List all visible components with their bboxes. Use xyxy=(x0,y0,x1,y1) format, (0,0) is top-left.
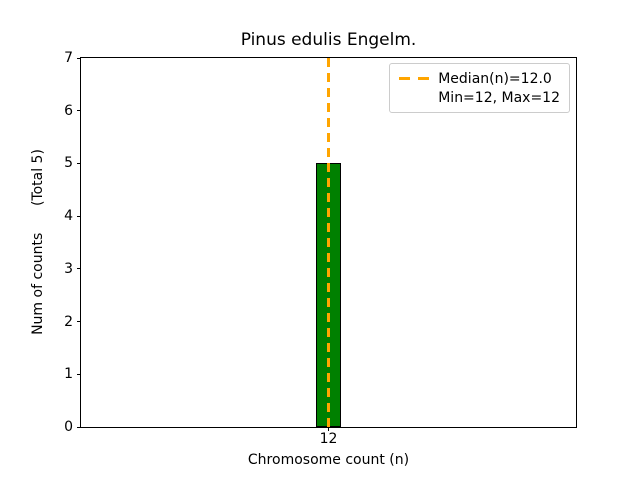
median-line xyxy=(326,58,331,427)
legend: Median(n)=12.0 Min=12, Max=12 xyxy=(389,63,570,113)
chart-title: Pinus edulis Engelm. xyxy=(240,30,417,50)
legend-entry: Min=12, Max=12 xyxy=(399,88,560,107)
y-tick-mark xyxy=(77,321,81,323)
legend-marker-spacer xyxy=(399,96,429,100)
legend-label: Median(n)=12.0 xyxy=(438,70,552,87)
x-axis-label: Chromosome count (n) xyxy=(247,452,410,468)
y-tick-label: 5 xyxy=(64,155,73,172)
x-tick-mark xyxy=(328,427,329,431)
y-tick-label: 2 xyxy=(64,313,73,330)
y-tick-mark xyxy=(77,110,81,112)
y-axis-label: Num of counts (Total 5) xyxy=(30,149,46,335)
y-tick-label: 1 xyxy=(64,366,73,383)
y-tick-label: 0 xyxy=(64,419,73,435)
y-tick-label: 4 xyxy=(64,208,73,225)
y-tick-mark xyxy=(77,268,81,270)
y-tick-mark xyxy=(77,215,81,217)
y-tick-mark xyxy=(77,162,81,164)
dashed-line-icon xyxy=(399,76,430,81)
legend-entry: Median(n)=12.0 xyxy=(399,69,560,88)
y-tick-mark xyxy=(77,373,81,375)
y-tick-mark xyxy=(77,426,81,428)
x-tick-label: 12 xyxy=(319,431,338,447)
y-tick-label: 6 xyxy=(64,102,73,119)
y-tick-label: 7 xyxy=(64,50,73,66)
y-tick-mark xyxy=(77,57,81,59)
y-tick-label: 3 xyxy=(64,260,73,277)
legend-label: Min=12, Max=12 xyxy=(438,89,560,106)
